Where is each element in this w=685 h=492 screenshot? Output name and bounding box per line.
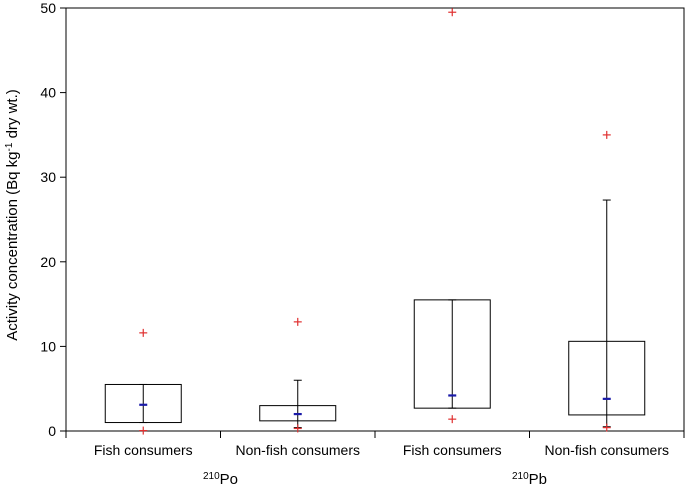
y-axis-label: Activity concentration (Bq kg-1 dry wt.): [4, 89, 22, 341]
outlier-point: [139, 426, 148, 435]
outlier-point: [448, 8, 457, 17]
plot-border: [65, 7, 685, 432]
plot-frame: [65, 7, 685, 432]
category-label: Fish consumers: [94, 442, 193, 458]
isotope-symbol: Po: [220, 471, 238, 488]
y-axis-label-main: Activity concentration (Bq kg: [4, 151, 21, 340]
outlier-point: [602, 423, 611, 432]
box-1: [104, 328, 182, 435]
y-tick-label: 20: [40, 254, 56, 270]
isotope-mass: 210: [512, 471, 529, 482]
category-label: Non-fish consumers: [545, 442, 670, 458]
y-axis-label-tail: dry wt.): [4, 89, 21, 142]
box-3: [413, 8, 491, 424]
y-tick-label: 50: [40, 0, 56, 16]
box-4: [568, 130, 646, 432]
outlier-point: [293, 317, 302, 326]
boxes: [104, 8, 646, 435]
isotope-mass: 210: [203, 471, 220, 482]
category-labels: Fish consumers Non-fish consumers Fish con…: [94, 442, 669, 458]
outlier-point: [448, 415, 457, 424]
box-iqr: [568, 340, 646, 416]
category-label: Fish consumers: [403, 442, 502, 458]
box-2: [259, 317, 337, 433]
y-axis-ticks: 0 10 20 30 40 50: [40, 0, 685, 439]
y-axis-label-sup: -1: [4, 142, 15, 151]
y-tick-label: 0: [48, 423, 56, 439]
box-iqr: [104, 383, 182, 424]
box-iqr: [259, 405, 337, 422]
outlier-point: [293, 424, 302, 433]
outlier-point: [139, 328, 148, 337]
y-tick-label: 30: [40, 169, 56, 185]
y-tick-label: 40: [40, 85, 56, 101]
category-label: Non-fish consumers: [236, 442, 361, 458]
y-tick-label: 10: [40, 338, 56, 354]
group-labels: 210Po 210Pb: [203, 471, 547, 489]
outlier-point: [602, 130, 611, 139]
group-label: 210Po: [203, 471, 238, 489]
isotope-symbol: Pb: [529, 471, 547, 488]
box-iqr: [413, 299, 491, 409]
group-label: 210Pb: [512, 471, 547, 489]
